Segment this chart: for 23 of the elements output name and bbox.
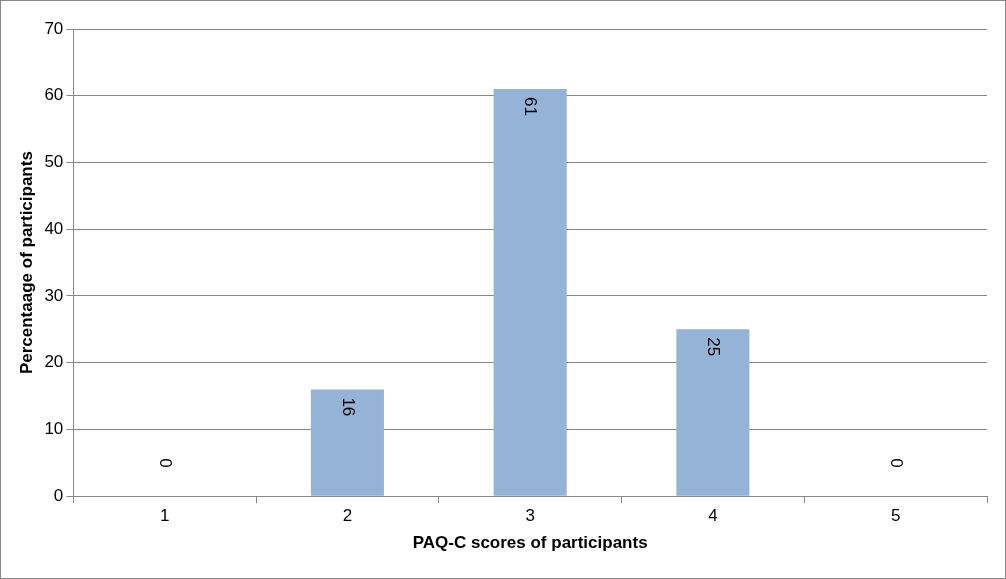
y-tick-label: 70 [44, 18, 64, 38]
bar [493, 89, 567, 496]
x-tick-label: 1 [159, 506, 170, 526]
data-label: 0 [886, 458, 906, 468]
x-tick-label: 5 [890, 506, 901, 526]
data-label: 0 [155, 458, 175, 468]
y-tick-label: 60 [44, 85, 64, 105]
y-tick-label: 0 [53, 485, 64, 505]
data-label: 61 [521, 97, 541, 116]
bar [310, 389, 384, 496]
x-tick-label: 3 [525, 506, 535, 526]
y-tick-label: 40 [44, 218, 64, 238]
x-tick-label: 2 [342, 506, 353, 526]
y-tick-label: 20 [44, 352, 64, 372]
data-label: 16 [338, 397, 358, 417]
x-axis-title: PAQ-C scores of participants [412, 533, 648, 553]
bar [676, 329, 750, 496]
x-tick-label: 4 [708, 506, 718, 526]
data-label: 25 [704, 337, 724, 357]
y-axis-title: Percentaage of participants [16, 151, 36, 375]
y-tick-label: 50 [44, 152, 64, 172]
y-tick-label: 10 [44, 419, 64, 439]
y-tick-label: 30 [44, 285, 64, 305]
